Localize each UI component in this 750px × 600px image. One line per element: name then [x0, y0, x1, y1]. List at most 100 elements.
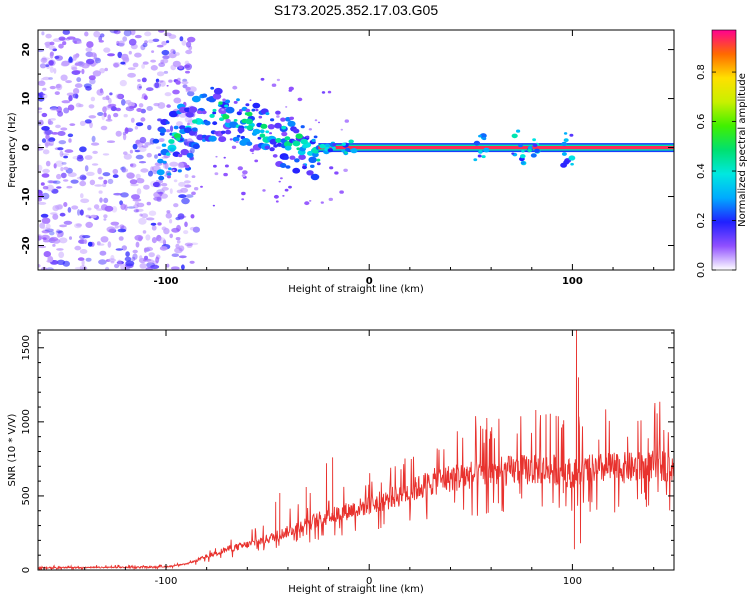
spectrogram-noise-blob — [189, 226, 196, 231]
spectrogram-signal-blob — [274, 122, 282, 129]
spectrogram-noise-blob — [141, 77, 147, 83]
spectrogram-noise-blob — [142, 230, 147, 234]
spectrogram-noise-blob — [57, 233, 61, 238]
spectrogram-noise-blob — [52, 243, 56, 247]
spectrogram-noise-blob — [70, 179, 79, 184]
spectrogram-noise-blob — [169, 161, 179, 167]
spectrogram-signal-blob — [318, 121, 320, 124]
spectrogram-noise-blob — [192, 226, 200, 233]
spectrogram-signal-blob — [344, 151, 348, 154]
spectrogram-noise-blob — [135, 154, 144, 160]
spectrogram-noise-blob — [81, 259, 85, 266]
spectrogram-signal-blob — [284, 188, 289, 192]
spectrogram-noise-blob — [101, 113, 106, 121]
spectrogram-signal-blob — [191, 175, 196, 179]
spectrogram-signal-blob — [518, 143, 523, 148]
snr-frame — [37, 329, 675, 571]
spectrogram-noise-blob — [48, 60, 54, 66]
spectrogram-noise-blob — [42, 168, 50, 174]
spectrogram-noise-blob — [152, 170, 158, 175]
spectrogram-noise-blob — [103, 218, 107, 221]
spectrogram-noise-blob — [103, 47, 111, 53]
spectrogram-signal-blob — [292, 140, 301, 147]
spectrogram-signal-blob — [477, 154, 482, 158]
spectrogram-noise-blob — [38, 201, 47, 205]
spectrogram-noise-blob — [63, 220, 73, 225]
spectrogram-noise-blob — [140, 117, 146, 122]
spectrogram-noise-blob — [150, 222, 157, 226]
spectrogram-noise-blob — [76, 223, 82, 227]
spectrogram-signal-blob — [289, 116, 295, 121]
spectrogram-noise-blob — [157, 118, 162, 122]
spectrogram-signal-blob — [281, 125, 287, 130]
spectrogram-noise-blob — [60, 62, 69, 67]
spectrogram-signal-blob — [252, 128, 261, 135]
spectrogram-signal-blob — [254, 159, 259, 163]
spectrogram-noise-blob — [189, 157, 195, 161]
spectrogram-noise-blob — [172, 60, 181, 68]
spectrogram-noise-blob — [63, 107, 70, 114]
spectrogram-noise-blob — [178, 245, 185, 252]
spectrogram-signal-blob — [569, 133, 574, 137]
spectrogram-noise-blob — [120, 203, 126, 210]
spectrogram-noise-blob — [136, 188, 142, 195]
spectrogram-noise-blob — [170, 266, 180, 270]
spectrogram-noise-blob — [134, 149, 141, 153]
spectrogram-noise-blob — [148, 252, 155, 258]
spectrogram-noise-blob — [145, 234, 151, 241]
spectrogram-noise-blob — [75, 102, 82, 108]
spectrogram-noise-blob — [76, 156, 84, 162]
spectrogram-signal-blob — [298, 154, 306, 160]
spectrogram-noise-blob — [174, 52, 180, 56]
spectrogram-signal-blob — [343, 168, 348, 172]
spectrogram-noise-blob — [112, 168, 119, 175]
spectrogram-signal-blob — [165, 129, 171, 133]
spectrogram-noise-blob — [142, 42, 148, 48]
spectrogram-noise-blob — [127, 67, 136, 70]
spectrogram-noise-blob — [119, 224, 125, 229]
spectrogram-signal-blob — [288, 86, 294, 91]
spectrogram-noise-blob — [125, 266, 129, 270]
spectrogram-ytick-label: 10 — [21, 92, 32, 106]
spectrogram-signal-blob — [245, 108, 251, 113]
spectrogram-noise-blob — [42, 239, 51, 243]
spectrogram-signal-blob — [167, 175, 171, 179]
spectrogram-signal-blob — [168, 139, 175, 144]
spectrogram-ylabel: Frequency (Hz) — [7, 112, 18, 188]
spectrogram-noise-blob — [111, 206, 118, 213]
spectrogram-noise-blob — [74, 245, 82, 251]
spectrogram-noise-blob — [59, 150, 64, 157]
spectrogram-noise-blob — [90, 214, 97, 219]
spectrogram-signal-blob — [177, 169, 182, 173]
spectrogram-signal-blob — [251, 152, 254, 155]
spectrogram-noise-blob — [63, 155, 68, 159]
spectrogram-noise-blob — [118, 236, 124, 241]
spectrogram-noise-blob — [53, 68, 57, 74]
spectrogram-signal-blob — [218, 101, 223, 105]
spectrogram-noise-blob — [151, 237, 157, 244]
spectrogram-noise-blob — [57, 147, 64, 151]
spectrogram-signal-blob — [570, 162, 574, 166]
spectrogram-noise-blob — [102, 172, 111, 177]
spectrogram-noise-blob — [100, 236, 109, 243]
spectrogram-noise-blob — [155, 78, 160, 83]
spectrogram-signal-blob — [284, 145, 292, 151]
spectrogram-noise-blob — [52, 205, 59, 212]
spectrogram-signal-blob — [285, 165, 291, 169]
spectrogram-signal-blob — [534, 148, 540, 153]
spectrogram-signal-blob — [224, 104, 229, 108]
spectrogram-signal-blob — [171, 136, 175, 139]
spectrogram-signal-blob — [159, 127, 167, 134]
spectrogram-noise-blob — [102, 106, 107, 113]
spectrogram-signal-blob — [241, 198, 245, 201]
spectrogram-noise-blob — [117, 51, 123, 59]
spectrogram-noise-blob — [117, 93, 125, 100]
spectrogram-noise-blob — [77, 257, 85, 261]
spectrogram-marks — [38, 30, 674, 270]
spectrogram-noise-blob — [143, 184, 150, 190]
spectrogram-signal-blob — [200, 185, 203, 188]
spectrogram-noise-blob — [132, 198, 142, 202]
spectrogram-signal-blob — [332, 143, 337, 146]
